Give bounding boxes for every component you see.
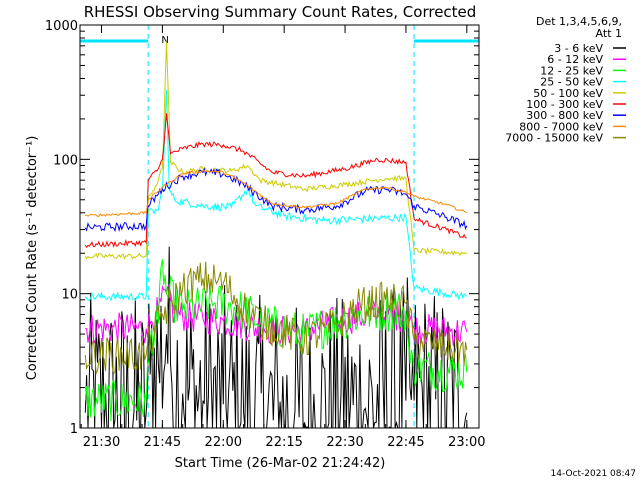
series-line [85,170,468,217]
x-tick-label: 21:45 [144,435,181,450]
y-axis-label: Corrected Count Rate (s⁻¹ detector⁻¹) [25,136,40,381]
series-line [84,89,468,302]
x-tick-label: 22:45 [387,435,424,450]
legend-header: Det 1,3,4,5,6,9, [536,15,622,28]
annotation-label: N [161,35,168,46]
legend-entry-label: 800 - 7000 keV [519,120,603,133]
legend-entry-label: 50 - 100 keV [533,87,603,100]
series-line [84,246,468,430]
x-tick-label: 22:30 [326,435,363,450]
legend-header: Att 1 [596,27,622,40]
y-tick-label: 1 [70,422,78,437]
x-axis-label: Start Time (26-Mar-02 21:24:42) [175,456,386,471]
series-line [84,259,468,422]
legend-entry-label: 100 - 300 keV [526,98,603,111]
series-line [84,167,468,233]
y-tick-label: 1000 [45,19,78,34]
x-tick-label: 22:15 [265,435,302,450]
legend-entry-label: 3 - 6 keV [554,42,603,55]
y-tick-label: 100 [53,153,78,168]
legend-entry-label: 25 - 50 keV [540,76,603,89]
legend-entry-label: 6 - 12 keV [547,53,603,66]
plot-frame [79,24,480,429]
x-tick-label: 23:00 [448,435,485,450]
axes-layer: 21:30 21:45 22:00 22:15 22:30 22:45 23:00 1 10 10… [45,19,486,450]
series-line [84,113,467,248]
legend-entry-label: 7000 - 15000 keV [505,132,603,145]
x-tick-label: 22:00 [205,435,242,450]
footer-date: 14-Oct-2021 08:47 [551,469,636,479]
y-tick-label: 10 [61,288,78,303]
legend-entry-label: 300 - 800 keV [526,109,603,122]
series-line [84,261,468,376]
legend-entry-label: 12 - 25 keV [540,64,603,77]
chart-title: RHESSI Observing Summary Count Rates, Co… [84,3,477,21]
series-layer [84,41,468,430]
x-tick-label: 21:30 [83,435,120,450]
